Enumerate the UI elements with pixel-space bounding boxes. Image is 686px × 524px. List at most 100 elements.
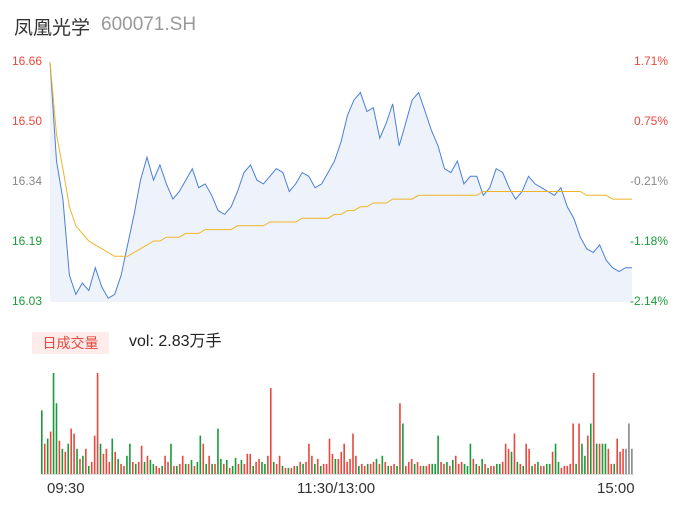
volume-bar (249, 453, 252, 474)
volume-bar (578, 423, 580, 474)
volume-bar (158, 467, 161, 474)
volume-bar (440, 461, 442, 474)
volume-bar (184, 463, 187, 474)
volume-bar (64, 451, 67, 474)
volume-bar (610, 463, 613, 474)
volume-bar (413, 463, 416, 474)
x-label-open: 09:30 (47, 480, 85, 497)
volume-bar (405, 465, 407, 474)
volume-bar (607, 448, 610, 475)
volume-bar (205, 463, 208, 474)
y-label-right-3: -1.18% (629, 234, 668, 248)
volume-bar (534, 463, 536, 474)
volume-bar (331, 453, 334, 474)
volume-bar (123, 465, 125, 474)
volume-bar (240, 459, 243, 474)
volume-bar (269, 388, 272, 474)
volume-bar (381, 455, 384, 474)
volume-bar (146, 455, 149, 474)
volume-bar (99, 443, 102, 474)
volume-bar (393, 463, 395, 474)
volume-bar (311, 455, 313, 474)
volume-bar (522, 465, 525, 474)
volume-bar (52, 373, 55, 474)
volume-bar (220, 458, 222, 474)
volume-bar (90, 461, 93, 474)
volume-bar (290, 467, 293, 474)
volume-bar (504, 443, 507, 474)
volume-bar (76, 448, 78, 475)
volume-bar (563, 465, 566, 474)
volume-bar (493, 465, 495, 474)
volume-bar (173, 465, 175, 474)
volume-bar (460, 461, 463, 474)
volume-bar (261, 461, 263, 474)
price-area (50, 62, 632, 302)
volume-bar (601, 443, 604, 474)
volume-bar (149, 459, 152, 474)
volume-bar (531, 465, 533, 474)
volume-bar (616, 438, 618, 474)
volume-bar (108, 461, 111, 474)
volume-bar (255, 461, 257, 474)
volume-bar (437, 435, 439, 474)
volume-bar (167, 461, 169, 474)
volume-bar (396, 465, 398, 474)
volume-bar (134, 463, 137, 474)
volume-bar (231, 465, 234, 474)
volume-bar (161, 465, 163, 474)
volume-bar (484, 463, 486, 474)
volume-bar (305, 461, 307, 474)
volume-bar (319, 465, 322, 474)
volume-bar (613, 463, 616, 474)
volume-bar (551, 451, 554, 474)
volume-bar (252, 465, 254, 474)
volume-bar (410, 458, 413, 474)
volume-bar (625, 448, 627, 475)
volume-bar (196, 461, 199, 474)
volume-bar (299, 461, 301, 474)
volume-bar (102, 453, 105, 474)
volume-bar (557, 461, 560, 474)
volume-bar (384, 461, 387, 474)
volume-bar (490, 465, 492, 474)
volume-bar (246, 453, 249, 474)
volume-bar (111, 438, 114, 474)
volume-bar (49, 431, 52, 474)
volume-badge: 日成交量 (32, 332, 109, 354)
volume-bar (58, 440, 61, 474)
volume-bar (390, 465, 392, 474)
volume-bar (228, 467, 231, 474)
volume-bar (581, 443, 583, 474)
volume-bar (358, 465, 360, 474)
volume-bar (96, 373, 99, 474)
volume-bar (208, 455, 210, 474)
volume-bar (234, 457, 237, 474)
volume-bar (425, 465, 428, 474)
volume-bar (543, 465, 545, 474)
volume-bar (443, 463, 445, 474)
volume-bar (519, 463, 522, 474)
y-label-left-2: 16.34 (12, 174, 43, 188)
volume-bar (587, 435, 589, 474)
volume-bar (592, 373, 595, 474)
volume-bar (469, 443, 472, 474)
volume-bar (604, 443, 607, 474)
volume-bar (451, 459, 454, 474)
volume-bar (117, 458, 119, 474)
volume-bar (407, 461, 410, 474)
volume-bar (598, 443, 601, 474)
volume-bar (193, 465, 196, 474)
volume-bar (416, 461, 419, 474)
volume-bar (322, 463, 325, 474)
y-label-right-1: 0.75% (633, 114, 668, 128)
volume-bar (525, 443, 527, 474)
volume-bar (622, 448, 624, 475)
volume-bar (372, 461, 375, 474)
volume-bar (501, 461, 504, 474)
volume-bar (366, 463, 369, 474)
volume-bar (120, 463, 122, 474)
volume-bar (287, 467, 290, 474)
volume-bar (419, 465, 422, 474)
